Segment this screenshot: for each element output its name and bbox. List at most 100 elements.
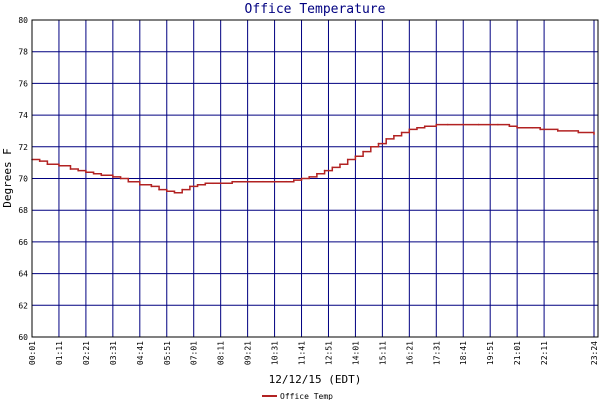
series-point [293, 179, 295, 181]
series-point [557, 130, 559, 132]
series-point [516, 127, 518, 129]
x-tick-label: 03:31 [109, 341, 118, 365]
series-point [119, 177, 122, 180]
plot-frame [31, 19, 599, 338]
series-point [385, 138, 388, 140]
series-point [400, 131, 403, 134]
x-tick-label: 00:01 [28, 341, 37, 365]
series-line-office-temp [32, 123, 595, 194]
series-point [416, 127, 418, 129]
y-tick-label: 78 [18, 48, 28, 57]
series-layer [31, 123, 595, 194]
x-tick-label: 11:41 [298, 341, 307, 365]
series-point [127, 180, 130, 183]
series-point [273, 180, 276, 183]
series-point [196, 184, 199, 186]
series-point [300, 177, 303, 180]
series-point [231, 180, 233, 183]
series-point [408, 128, 411, 131]
series-point [85, 171, 87, 173]
chart-title: Office Temperature [245, 2, 386, 17]
series-point [489, 123, 492, 126]
series-point [331, 166, 334, 169]
series-point [173, 192, 176, 194]
series-point [204, 182, 207, 185]
y-tick-label: 76 [18, 79, 28, 88]
x-tick-label: 05:51 [163, 341, 172, 365]
x-tick-label: 17:31 [432, 341, 441, 365]
x-axis-label: 12/12/15 (EDT) [269, 373, 362, 386]
series-point [354, 155, 357, 158]
series-point [158, 188, 160, 191]
series-point [112, 176, 114, 178]
series-point [166, 190, 168, 192]
series-point [497, 123, 499, 126]
series-point [539, 128, 541, 131]
y-axis-label: Degrees F [1, 148, 14, 208]
series-point [377, 142, 380, 145]
series-point [100, 174, 103, 177]
series-point [150, 185, 153, 188]
series-point [316, 172, 318, 175]
y-tick-label: 60 [18, 333, 28, 342]
x-tick-label: 10:31 [271, 341, 280, 365]
series-point [308, 176, 311, 178]
series-point [77, 169, 79, 172]
series-point [423, 125, 426, 127]
y-tick-label: 66 [18, 238, 28, 247]
series-point [38, 160, 41, 162]
legend: Office Temp [262, 392, 333, 400]
x-tick-label: 04:41 [136, 341, 145, 365]
series-point [92, 172, 95, 175]
y-tick-label: 74 [18, 111, 28, 120]
series-point [531, 127, 534, 129]
series-point [212, 182, 214, 185]
series-point [435, 123, 438, 126]
grid-lines [31, 19, 598, 338]
series-point [393, 134, 395, 137]
x-axis-ticks: 00:01 01:11 02:21 03:31 04:41 05:51 07:01 08:11… [28, 341, 599, 365]
y-tick-label: 64 [18, 270, 28, 279]
series-point [181, 188, 183, 191]
series-point [370, 146, 372, 148]
series-point [593, 133, 595, 135]
series-point [477, 123, 480, 126]
y-axis-ticks: 60 62 64 66 68 70 72 74 76 78 80 [18, 16, 28, 342]
series-point [447, 123, 449, 126]
series-point [139, 184, 141, 186]
series-point [219, 182, 222, 185]
series-point [577, 131, 580, 134]
x-tick-label: 07:01 [190, 341, 199, 365]
y-tick-label: 68 [18, 206, 28, 215]
x-tick-label: 16:21 [405, 341, 414, 365]
series-point [462, 123, 465, 126]
series-point [262, 180, 264, 183]
series-point [189, 185, 191, 188]
x-tick-label: 21:01 [513, 341, 522, 365]
series-point [46, 163, 49, 165]
series-point [362, 150, 364, 153]
y-tick-label: 62 [18, 301, 28, 310]
x-tick-label: 23:24 [590, 341, 599, 365]
y-tick-label: 80 [18, 16, 28, 25]
x-tick-label: 01:11 [55, 341, 64, 365]
series-point [508, 125, 511, 127]
y-tick-label: 72 [18, 143, 28, 152]
x-tick-label: 15:11 [378, 341, 387, 365]
x-tick-label: 12:51 [324, 341, 333, 365]
series-point [346, 158, 349, 161]
x-tick-label: 09:21 [244, 341, 253, 365]
legend-label: Office Temp [280, 392, 333, 400]
x-tick-label: 14:01 [351, 341, 360, 365]
series-point [323, 169, 326, 172]
series-point [339, 163, 341, 165]
x-tick-label: 19:51 [486, 341, 495, 365]
series-point [69, 168, 72, 170]
x-tick-label: 22:11 [540, 341, 549, 365]
series-point [246, 180, 249, 183]
x-tick-label: 02:21 [82, 341, 91, 365]
y-tick-label: 70 [18, 175, 28, 184]
x-tick-label: 18:41 [459, 341, 468, 365]
